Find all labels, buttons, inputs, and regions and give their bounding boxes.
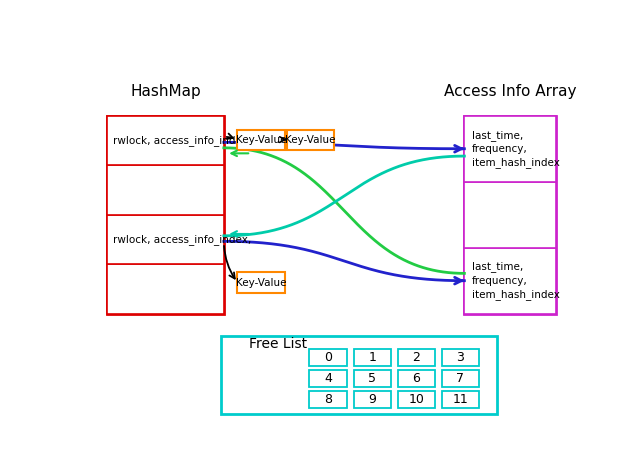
- FancyBboxPatch shape: [221, 336, 497, 415]
- Text: 9: 9: [368, 393, 376, 406]
- Text: 0: 0: [324, 351, 332, 364]
- FancyBboxPatch shape: [237, 129, 285, 149]
- FancyBboxPatch shape: [108, 116, 224, 165]
- FancyBboxPatch shape: [108, 116, 224, 314]
- Text: 1: 1: [368, 351, 376, 364]
- FancyBboxPatch shape: [465, 116, 556, 182]
- Text: Key-Value: Key-Value: [285, 135, 336, 145]
- Text: HashMap: HashMap: [130, 84, 201, 99]
- FancyBboxPatch shape: [353, 391, 391, 408]
- FancyBboxPatch shape: [397, 370, 435, 387]
- FancyBboxPatch shape: [397, 391, 435, 408]
- Text: 10: 10: [408, 393, 424, 406]
- Text: rwlock, access_info_index,: rwlock, access_info_index,: [113, 234, 252, 245]
- Text: 2: 2: [412, 351, 420, 364]
- Text: 6: 6: [412, 372, 420, 385]
- Text: 7: 7: [456, 372, 465, 385]
- FancyBboxPatch shape: [465, 116, 556, 314]
- Text: rwlock, access_info_index,: rwlock, access_info_index,: [113, 135, 252, 146]
- FancyBboxPatch shape: [353, 349, 391, 366]
- Text: Free List: Free List: [248, 337, 307, 351]
- FancyBboxPatch shape: [442, 391, 479, 408]
- FancyBboxPatch shape: [108, 215, 224, 264]
- Text: 4: 4: [324, 372, 332, 385]
- Text: Access Info Array: Access Info Array: [444, 84, 577, 99]
- Text: last_time,
frequency,
item_hash_index: last_time, frequency, item_hash_index: [472, 262, 560, 300]
- FancyBboxPatch shape: [287, 129, 334, 149]
- Text: 5: 5: [368, 372, 376, 385]
- FancyBboxPatch shape: [108, 165, 224, 215]
- Text: 8: 8: [324, 393, 332, 406]
- FancyBboxPatch shape: [465, 182, 556, 248]
- FancyBboxPatch shape: [108, 264, 224, 314]
- FancyBboxPatch shape: [237, 272, 285, 293]
- FancyBboxPatch shape: [310, 391, 347, 408]
- Text: 3: 3: [456, 351, 465, 364]
- FancyBboxPatch shape: [442, 349, 479, 366]
- Text: Key-Value: Key-Value: [236, 278, 286, 288]
- Text: 11: 11: [452, 393, 468, 406]
- FancyBboxPatch shape: [310, 370, 347, 387]
- FancyBboxPatch shape: [442, 370, 479, 387]
- Text: Key-Value: Key-Value: [236, 135, 286, 145]
- FancyBboxPatch shape: [397, 349, 435, 366]
- FancyBboxPatch shape: [310, 349, 347, 366]
- FancyBboxPatch shape: [353, 370, 391, 387]
- Text: last_time,
frequency,
item_hash_index: last_time, frequency, item_hash_index: [472, 129, 560, 168]
- FancyBboxPatch shape: [465, 248, 556, 314]
